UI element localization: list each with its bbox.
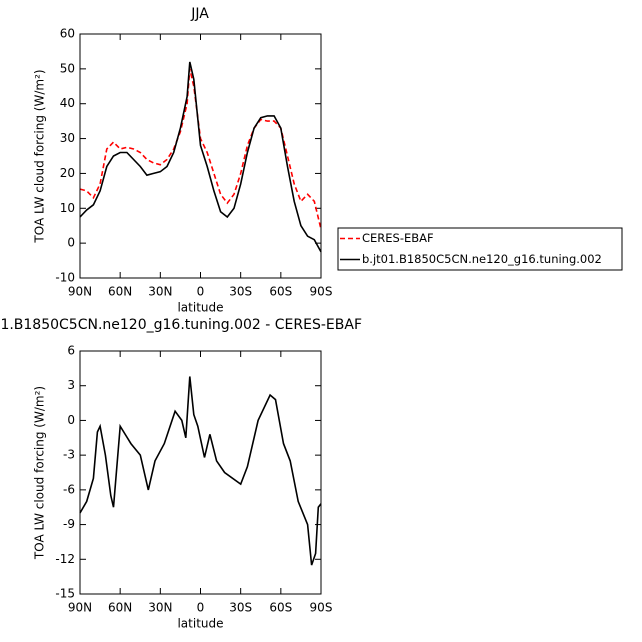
y-tick-label: -6 (63, 482, 75, 496)
x-tick-label: 90S (310, 285, 333, 299)
y-tick-label: 0 (67, 413, 75, 427)
x-tick-label: 30N (148, 285, 172, 299)
x-tick-label: 30N (148, 601, 172, 615)
x-axis-label: latitude (177, 301, 223, 315)
x-tick-label: 60N (108, 601, 132, 615)
y-tick-label: 0 (67, 236, 75, 250)
x-axis-label: latitude (177, 617, 223, 631)
y-tick-label: 30 (60, 131, 75, 145)
x-tick-label: 60S (269, 601, 292, 615)
chart-title: 01.B1850C5CN.ne120_g16.tuning.002 - CERE… (0, 317, 362, 333)
x-tick-label: 60N (108, 285, 132, 299)
x-tick-label: 30S (229, 285, 252, 299)
legend-label: b.jt01.B1850C5CN.ne120_g16.tuning.002 (362, 252, 602, 266)
legend-label: CERES-EBAF (362, 231, 434, 245)
y-tick-label: -15 (55, 587, 75, 601)
x-tick-label: 0 (197, 285, 205, 299)
y-tick-label: -12 (55, 552, 75, 566)
chart-title: JJA (190, 6, 209, 22)
x-tick-label: 0 (197, 601, 205, 615)
x-tick-label: 30S (229, 601, 252, 615)
series-line (79, 61, 322, 253)
plot-frame (79, 350, 322, 595)
x-tick-label: 90N (68, 285, 92, 299)
x-tick-label: 90N (68, 601, 92, 615)
x-tick-label: 90S (310, 601, 333, 615)
plot-frame (79, 33, 322, 279)
y-tick-label: -9 (63, 517, 75, 531)
y-tick-label: 20 (60, 166, 75, 180)
y-axis-label: TOA LW cloud forcing (W/m²) (33, 386, 47, 560)
y-tick-label: 10 (60, 201, 75, 215)
y-axis-label: TOA LW cloud forcing (W/m²) (33, 69, 47, 243)
series-line (79, 376, 322, 566)
y-tick-label: 3 (67, 378, 75, 392)
y-tick-label: 50 (60, 61, 75, 75)
x-tick-label: 60S (269, 285, 292, 299)
y-tick-label: 60 (60, 27, 75, 41)
y-tick-label: 40 (60, 96, 75, 110)
y-tick-label: 6 (67, 344, 75, 358)
legend-box (337, 227, 623, 271)
y-tick-label: -10 (55, 271, 75, 285)
y-tick-label: -3 (63, 448, 75, 462)
